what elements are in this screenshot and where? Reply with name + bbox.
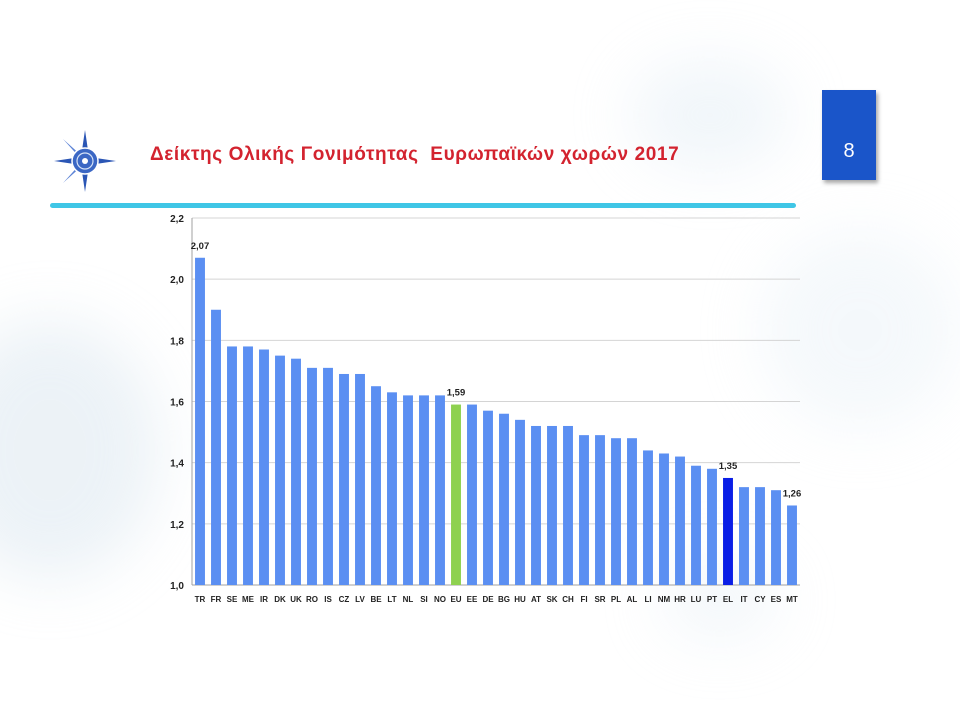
data-label-tr: 2,07 <box>191 241 210 252</box>
y-tick-label: 1,8 <box>170 336 184 347</box>
x-tick-label: LU <box>691 595 702 604</box>
x-tick-label: DK <box>274 595 286 604</box>
bar-at <box>531 425 541 585</box>
x-tick-label: NO <box>434 595 446 604</box>
bar-de <box>483 410 493 585</box>
x-tick-label: CY <box>754 595 766 604</box>
x-tick-label: DE <box>482 595 494 604</box>
x-tick-label: IS <box>324 595 332 604</box>
x-tick-label: SR <box>594 595 605 604</box>
bar-is <box>323 367 333 585</box>
data-label-eu: 1,59 <box>447 388 466 399</box>
x-tick-label: ME <box>242 595 255 604</box>
data-label-mt: 1,26 <box>783 488 802 499</box>
bar-fi <box>579 435 589 585</box>
bar-ch <box>563 425 573 585</box>
x-tick-label: EE <box>467 595 478 604</box>
x-tick-label: FI <box>580 595 587 604</box>
x-tick-label: TR <box>195 595 206 604</box>
y-tick-label: 1,2 <box>170 520 184 531</box>
x-tick-label: BG <box>498 595 510 604</box>
x-tick-label: LT <box>387 595 396 604</box>
bar-al <box>627 438 637 585</box>
bar-me <box>243 346 253 585</box>
background-blur-top <box>630 60 790 170</box>
bar-fr <box>211 309 221 585</box>
bar-hu <box>515 419 525 585</box>
bar-pl <box>611 438 621 585</box>
y-tick-label: 2,2 <box>170 214 184 225</box>
x-tick-label: CH <box>562 595 574 604</box>
background-blur-left <box>0 320 160 580</box>
compass-star-logo-icon <box>54 130 116 192</box>
y-tick-label: 1,6 <box>170 398 184 409</box>
fertility-bar-chart: 1,0 1,2 1,4 1,6 1,8 2,0 2,2 TR 2,07 FR SE ME IR DK UK R… <box>170 214 802 604</box>
page-number: 8 <box>843 140 855 162</box>
x-tick-label: AT <box>531 595 541 604</box>
bar-lv <box>355 373 365 585</box>
title-underline-divider <box>50 203 796 208</box>
bar-ro <box>307 367 317 585</box>
y-tick-label: 1,4 <box>170 459 184 470</box>
x-tick-label: CZ <box>339 595 350 604</box>
x-tick-label: PT <box>707 595 717 604</box>
bar-be <box>371 386 381 585</box>
x-tick-label: EL <box>723 595 733 604</box>
y-tick-label: 2,0 <box>170 275 184 286</box>
bar-tr <box>195 257 205 585</box>
x-tick-label: PL <box>611 595 621 604</box>
slide-title: Δείκτης Ολικής Γονιμότητας Ευρωπαϊκών χω… <box>150 144 680 165</box>
bar-lu <box>691 465 701 585</box>
x-tick-label: LI <box>644 595 651 604</box>
bar-se <box>227 346 237 585</box>
bar-lt <box>387 392 397 585</box>
x-tick-label: ES <box>771 595 782 604</box>
bar-pt <box>707 468 717 585</box>
bar-eu <box>451 404 461 585</box>
x-tick-label: MT <box>786 595 798 604</box>
bar-it <box>739 487 749 585</box>
x-tick-label: NM <box>658 595 671 604</box>
bar-hr <box>675 456 685 585</box>
x-tick-label: FR <box>211 595 222 604</box>
bar-sr <box>595 435 605 585</box>
x-tick-label: SE <box>227 595 238 604</box>
bar-dk <box>275 355 285 585</box>
bar-nm <box>659 453 669 585</box>
bar-es <box>771 490 781 585</box>
background-blur-right <box>760 230 960 430</box>
bar-cz <box>339 373 349 585</box>
x-tick-label: LV <box>355 595 365 604</box>
bar-sk <box>547 425 557 585</box>
x-tick-label: NL <box>403 595 414 604</box>
bar-no <box>435 395 445 585</box>
bar-ir <box>259 349 269 585</box>
bar-uk <box>291 358 301 585</box>
bar-si <box>419 395 429 585</box>
data-label-el: 1,35 <box>719 461 738 472</box>
bar-nl <box>403 395 413 585</box>
bar-el <box>723 477 733 585</box>
page-number-badge: 8 <box>822 90 876 180</box>
x-tick-label: SI <box>420 595 428 604</box>
bar-li <box>643 450 653 585</box>
x-tick-label: UK <box>290 595 302 604</box>
x-tick-label: RO <box>306 595 318 604</box>
x-tick-label: SK <box>546 595 557 604</box>
x-tick-label: HU <box>514 595 526 604</box>
bar-ee <box>467 404 477 585</box>
x-tick-label: AL <box>627 595 638 604</box>
x-tick-label: EU <box>450 595 461 604</box>
x-tick-label: IR <box>260 595 268 604</box>
y-tick-label: 1,0 <box>170 581 184 592</box>
x-tick-label: BE <box>370 595 382 604</box>
x-tick-label: HR <box>674 595 686 604</box>
x-tick-label: IT <box>740 595 747 604</box>
bar-cy <box>755 487 765 585</box>
bar-bg <box>499 413 509 585</box>
bar-mt <box>787 505 797 585</box>
